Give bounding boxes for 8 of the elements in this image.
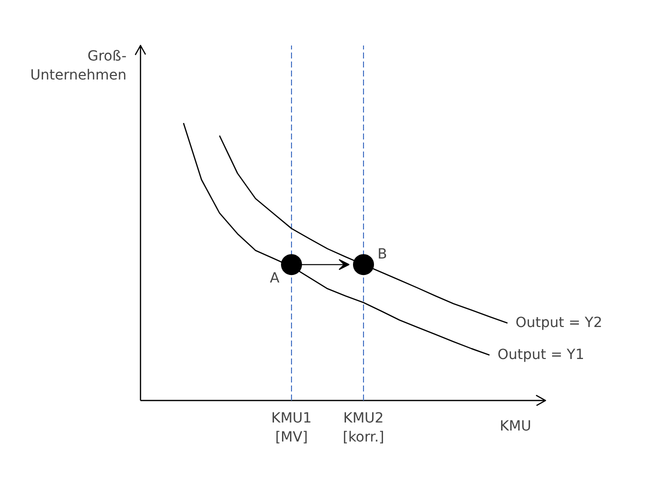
series-label: A [270, 270, 280, 287]
x-tick-label: KMU1 [MV] [271, 410, 312, 446]
series-label: B [378, 246, 388, 263]
y-axis-title: Groß- Unternehmen [30, 48, 127, 84]
x-tick-label: KMU2 [korr.] [342, 410, 384, 446]
x-axis-title: KMU [500, 418, 532, 434]
series-label: Output = Y1 [498, 347, 584, 364]
series-label: Output = Y2 [516, 315, 602, 332]
